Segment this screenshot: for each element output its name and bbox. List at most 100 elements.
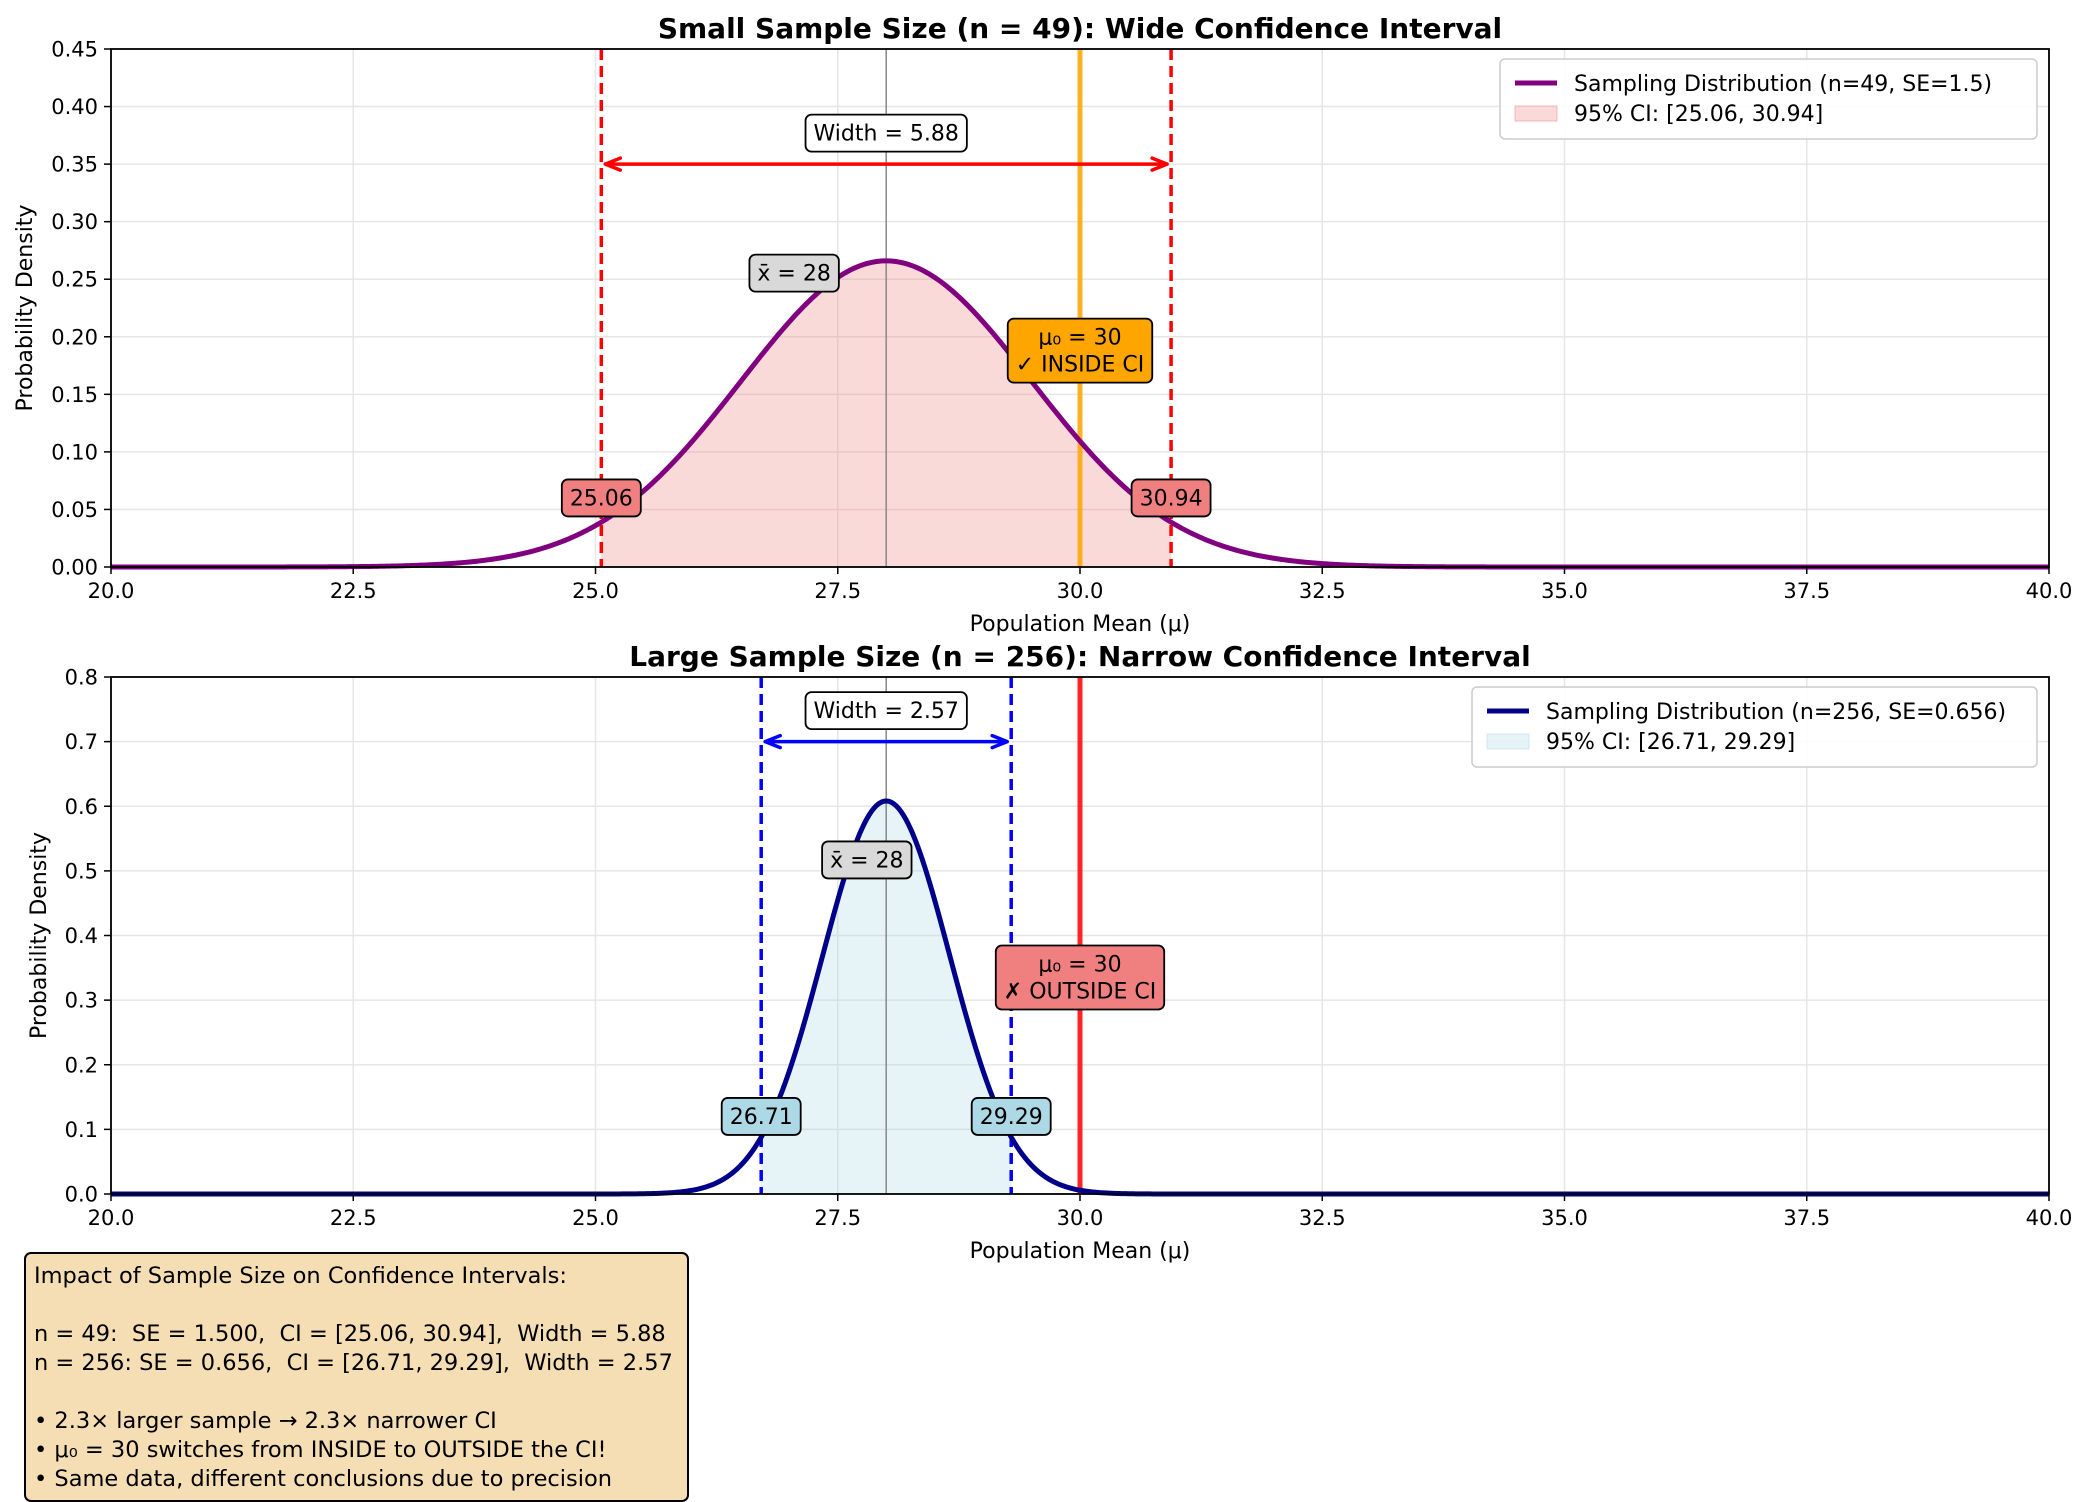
mu0-label: μ₀ = 30✗ OUTSIDE CI — [994, 944, 1166, 1011]
width-label: Width = 2.57 — [804, 691, 968, 731]
summary-line: n = 49: SE = 1.500, CI = [25.06, 30.94],… — [34, 1321, 666, 1347]
width-arrow-head-right — [1150, 156, 1169, 172]
y-axis-label: Probability Density — [13, 205, 38, 412]
x-axis-label: Population Mean (μ) — [970, 1239, 1191, 1264]
width-arrow-head-left — [763, 733, 782, 750]
ci-lower-label-frame — [720, 1097, 802, 1136]
sample-mean-label: x̄ = 28 — [748, 253, 840, 293]
y-tick-label: 0.8 — [65, 666, 98, 690]
x-tick-label: 27.5 — [814, 1206, 861, 1230]
legend-fill-text: 95% CI: [25.06, 30.94] — [1574, 102, 1823, 127]
chart-bottom: 20.0 22.5 25.0 27.5 30.0 32.5 35.0 37.5 40.0 0.0 0… — [27, 640, 2072, 1264]
legend-frame — [1471, 686, 2038, 768]
mu0-label-text: μ₀ = 30 — [1038, 326, 1121, 351]
legend-line-text: Sampling Distribution (n=256, SE=0.656) — [1546, 700, 2006, 725]
ci-upper-label-frame — [970, 1097, 1052, 1136]
x-tick-label: 22.5 — [330, 1206, 377, 1230]
x-tick-label: 35.0 — [1541, 579, 1588, 603]
x-tick-label: 35.0 — [1541, 1206, 1588, 1230]
x-axis-label: Population Mean (μ) — [970, 612, 1191, 637]
x-tick-label: 27.5 — [814, 579, 861, 603]
y-tick-label: 0.15 — [51, 383, 98, 407]
summary-line: Impact of Sample Size on Confidence Inte… — [34, 1263, 567, 1289]
x-tick-label: 20.0 — [88, 579, 135, 603]
sample-mean-label-frame — [821, 840, 913, 880]
y-tick-label: 0.3 — [65, 989, 98, 1013]
width-label: Width = 5.88 — [804, 113, 968, 153]
ci-lower-label: 25.06 — [560, 478, 642, 518]
x-tick-label: 32.5 — [1299, 1206, 1346, 1230]
mu0-label: μ₀ = 30✓ INSIDE CI — [1006, 317, 1154, 384]
summary-line: • Same data, different conclusions due t… — [34, 1466, 613, 1492]
ci-lower-label-text: 26.71 — [730, 1105, 793, 1130]
width-arrow — [603, 156, 1169, 172]
y-tick-label: 0.45 — [51, 38, 98, 62]
x-tick-label: 37.5 — [1783, 579, 1830, 603]
legend: Sampling Distribution (n=256, SE=0.656) 9… — [1471, 686, 2038, 768]
y-axis-label: Probability Density — [27, 832, 52, 1039]
legend-line-text: Sampling Distribution (n=49, SE=1.5) — [1574, 72, 1992, 97]
y-tick-label: 0.10 — [51, 440, 98, 464]
chart-title: Large Sample Size (n = 256): Narrow Conf… — [629, 640, 1530, 673]
ci-lower-label-text: 25.06 — [570, 486, 633, 511]
y-tick-label: 0.20 — [51, 325, 98, 349]
mu0-label-text: μ₀ = 30 — [1038, 953, 1121, 978]
ci-upper-label: 29.29 — [970, 1097, 1052, 1136]
width-label-frame — [804, 691, 968, 731]
width-label-text: Width = 2.57 — [814, 699, 959, 724]
sample-mean-label-text: x̄ = 28 — [830, 848, 903, 873]
summary-box: Impact of Sample Size on Confidence Inte… — [24, 1252, 689, 1502]
x-tick-label: 22.5 — [330, 579, 377, 603]
legend-fill-text: 95% CI: [26.71, 29.29] — [1546, 730, 1795, 755]
width-label-frame — [804, 113, 968, 153]
summary-line: • μ₀ = 30 switches from INSIDE to OUTSID… — [34, 1437, 607, 1463]
y-tick-label: 0.6 — [65, 795, 98, 819]
ci-lower-label: 26.71 — [720, 1097, 802, 1136]
x-tick-label: 25.0 — [572, 579, 619, 603]
summary-line: • 2.3× larger sample → 2.3× narrower CI — [34, 1408, 497, 1434]
summary-line: n = 256: SE = 0.656, CI = [26.71, 29.29]… — [34, 1350, 673, 1376]
x-tick-label: 40.0 — [2026, 579, 2073, 603]
x-tick-label: 37.5 — [1783, 1206, 1830, 1230]
x-tick-label: 20.0 — [88, 1206, 135, 1230]
width-label-text: Width = 5.88 — [814, 122, 959, 147]
mu0-label-text: ✗ OUTSIDE CI — [1004, 980, 1156, 1005]
y-tick-label: 0.2 — [65, 1053, 98, 1077]
summary-line — [34, 1291, 679, 1320]
legend: Sampling Distribution (n=49, SE=1.5) 95% … — [1499, 58, 2038, 140]
legend-fill-swatch — [1514, 105, 1558, 122]
width-arrow-head-left — [603, 156, 623, 172]
sample-mean-label-frame — [748, 253, 840, 293]
x-tick-label: 30.0 — [1057, 579, 1104, 603]
mu0-label-text: ✓ INSIDE CI — [1016, 353, 1145, 378]
y-tick-label: 0.30 — [51, 210, 98, 234]
y-tick-label: 0.05 — [51, 498, 98, 522]
y-tick-label: 0.7 — [65, 730, 98, 754]
y-tick-label: 0.0 — [65, 1183, 98, 1207]
legend-fill-swatch — [1486, 733, 1530, 750]
ci-upper-label-text: 30.94 — [1140, 486, 1203, 511]
ci-lower-label-frame — [560, 478, 642, 518]
sample-mean-label-text: x̄ = 28 — [757, 262, 830, 287]
y-tick-label: 0.00 — [51, 556, 98, 580]
y-tick-label: 0.40 — [51, 95, 98, 119]
y-tick-label: 0.25 — [51, 268, 98, 292]
y-tick-label: 0.4 — [65, 924, 98, 948]
sample-mean-label: x̄ = 28 — [821, 840, 913, 880]
x-tick-label: 25.0 — [572, 1206, 619, 1230]
mu0-label-frame — [1006, 317, 1154, 384]
chart-top: 20.0 22.5 25.0 27.5 30.0 32.5 35.0 37.5 40.0 0.00… — [13, 12, 2072, 637]
y-tick-label: 0.1 — [65, 1118, 98, 1142]
x-tick-label: 32.5 — [1299, 579, 1346, 603]
width-arrow — [763, 733, 1009, 750]
width-arrow-head-right — [990, 733, 1009, 750]
chart-title: Small Sample Size (n = 49): Wide Confide… — [658, 12, 1502, 45]
y-tick-label: 0.5 — [65, 859, 98, 883]
summary-line — [34, 1378, 679, 1407]
ci-upper-label-text: 29.29 — [980, 1105, 1043, 1130]
y-tick-label: 0.35 — [51, 153, 98, 177]
x-tick-label: 40.0 — [2026, 1206, 2073, 1230]
mu0-label-frame — [994, 944, 1166, 1011]
ci-upper-label: 30.94 — [1130, 478, 1212, 518]
